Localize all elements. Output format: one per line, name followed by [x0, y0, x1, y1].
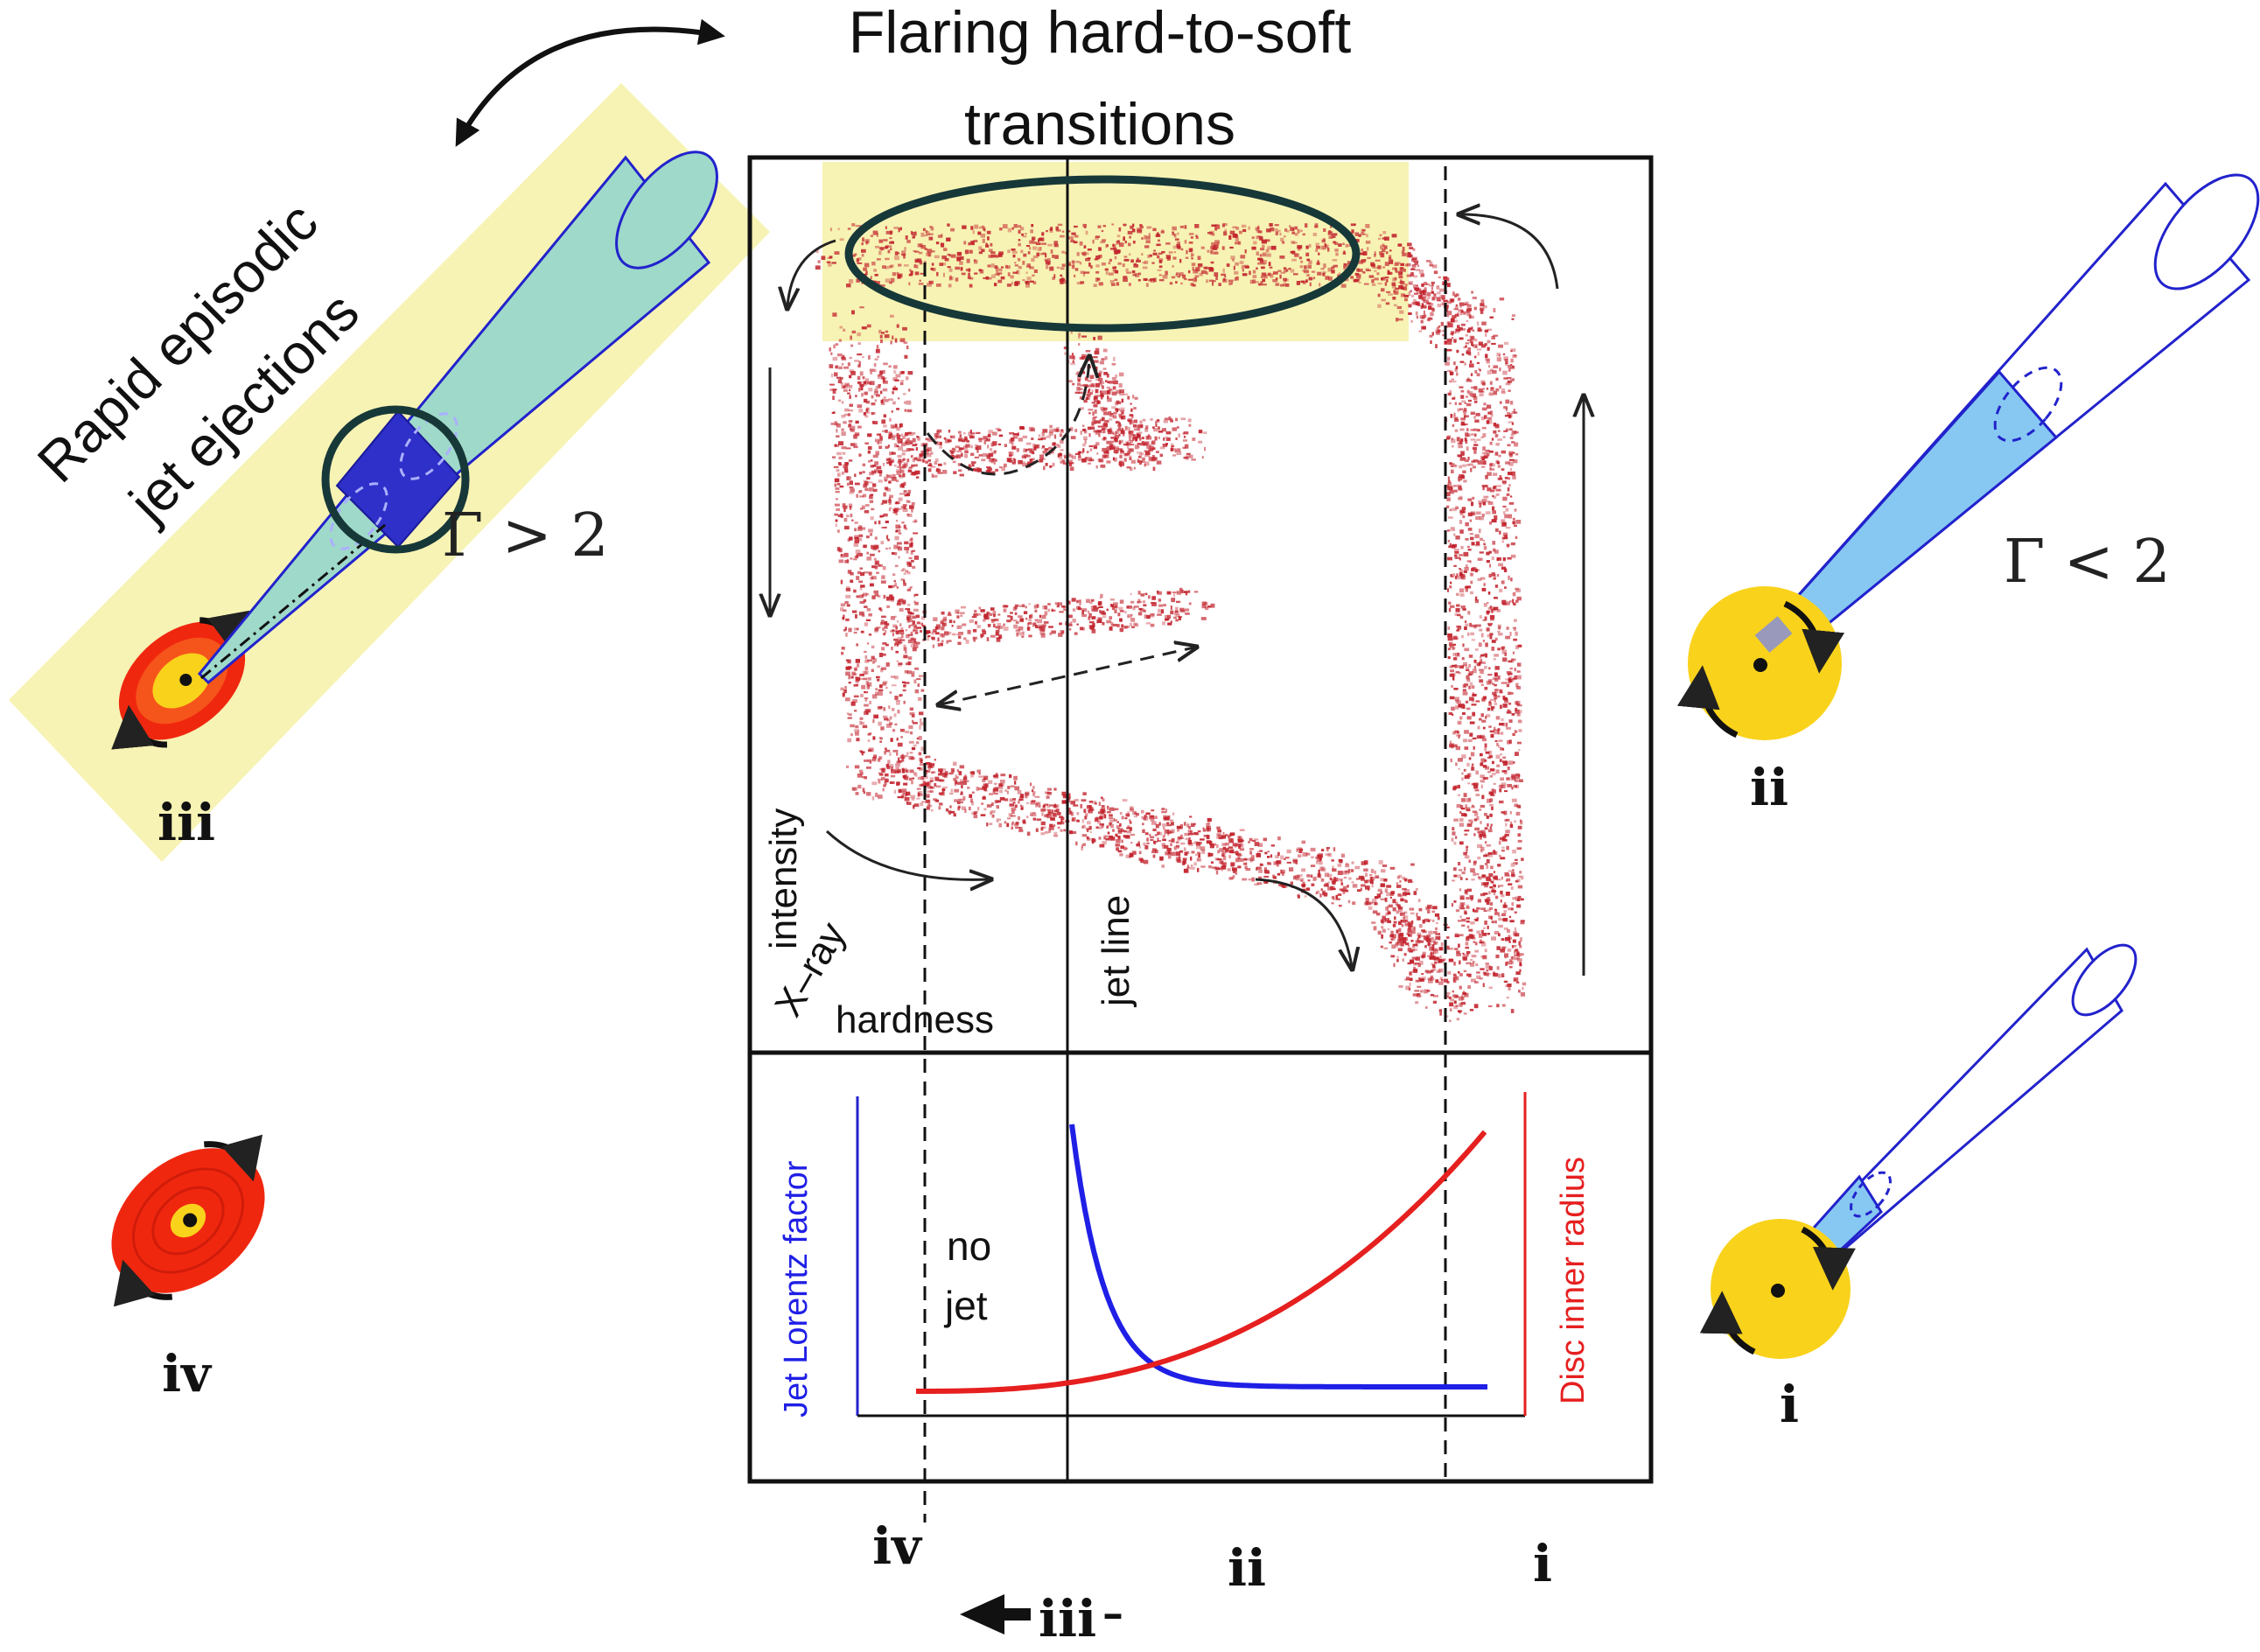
no-jet-line-1: no: [947, 1223, 991, 1269]
lorentz-curve: [1069, 1124, 1487, 1390]
right-disc-i-arrow-right: [1801, 1226, 1856, 1291]
left-jet-blob-dash-top: [399, 412, 458, 480]
lower-right-axis-label: Disc inner radius: [1555, 1157, 1592, 1404]
hid-scatter: [815, 223, 1527, 1022]
right-disc-ii-center: [1753, 658, 1767, 672]
left-jet-blob-dash: [329, 482, 388, 550]
left-disc-iii: [111, 610, 250, 750]
title-line-2: transitions: [964, 91, 1235, 158]
hid-y-label-intensity: intensity: [762, 808, 805, 949]
right-state-i: i: [1780, 1375, 1799, 1434]
bottom-state-iii: iii: [1039, 1589, 1096, 1648]
lower-panel-frame: [747, 1050, 1654, 1484]
right-gamma-label: Γ < 2: [2004, 528, 2171, 597]
jet-line-label: jet line: [1095, 895, 1137, 1008]
left-jet-blob: [335, 410, 461, 549]
bottom-left-arrow-icon: [960, 1594, 1031, 1634]
bottom-state-iii-suffix: –: [1102, 1589, 1123, 1638]
bottom-state-iv: iv: [872, 1516, 923, 1576]
arrow-lower-left-curve: [825, 830, 989, 879]
right-state-ii: ii: [1750, 758, 1788, 817]
right-disc-ii-arrow-left: [1676, 665, 1739, 738]
arrow-lower-mid-curve: [1255, 878, 1352, 967]
bottom-state-i: i: [1533, 1534, 1552, 1593]
left-jet-cone-top: [615, 150, 718, 270]
arrow-top-right: [1461, 214, 1559, 290]
curved-double-arrow: [455, 18, 725, 147]
radius-curve: [916, 1130, 1487, 1394]
right-jet-ii: [1676, 173, 2260, 740]
arrow-dashed-double: [941, 648, 1194, 704]
left-jet-highlight-circle: [321, 405, 470, 554]
lower-left-axis-label: Jet Lorentz factor: [778, 1160, 815, 1418]
right-disc-i-arrow-left: [1699, 1291, 1756, 1355]
left-jet-group: [9, 83, 770, 862]
right-disc-i-center: [1771, 1284, 1785, 1298]
hid-x-label-hardness: hardness: [836, 998, 994, 1041]
left-jet-dashdot: [200, 523, 386, 680]
right-jet-i-dash: [1850, 1171, 1892, 1218]
right-disc-ii-nozzle: [1754, 616, 1793, 653]
left-gamma-label: Γ > 2: [442, 501, 609, 570]
right-jet-i: [1699, 943, 2138, 1359]
flaring-ellipse: [844, 175, 1361, 332]
left-disc-iv: [111, 1134, 265, 1307]
bottom-state-ii: ii: [1228, 1538, 1266, 1598]
right-jet-i-top: [2071, 943, 2138, 1017]
no-jet-line-2: jet: [943, 1283, 988, 1328]
right-disc-ii-arrow-right: [1783, 600, 1845, 674]
left-state-iv: iv: [162, 1344, 213, 1404]
right-jet-ii-top: [2153, 173, 2260, 290]
arrow-top-left: [787, 239, 836, 306]
title-line-1: Flaring hard-to-soft: [849, 0, 1352, 66]
left-state-iii: iii: [157, 793, 215, 852]
